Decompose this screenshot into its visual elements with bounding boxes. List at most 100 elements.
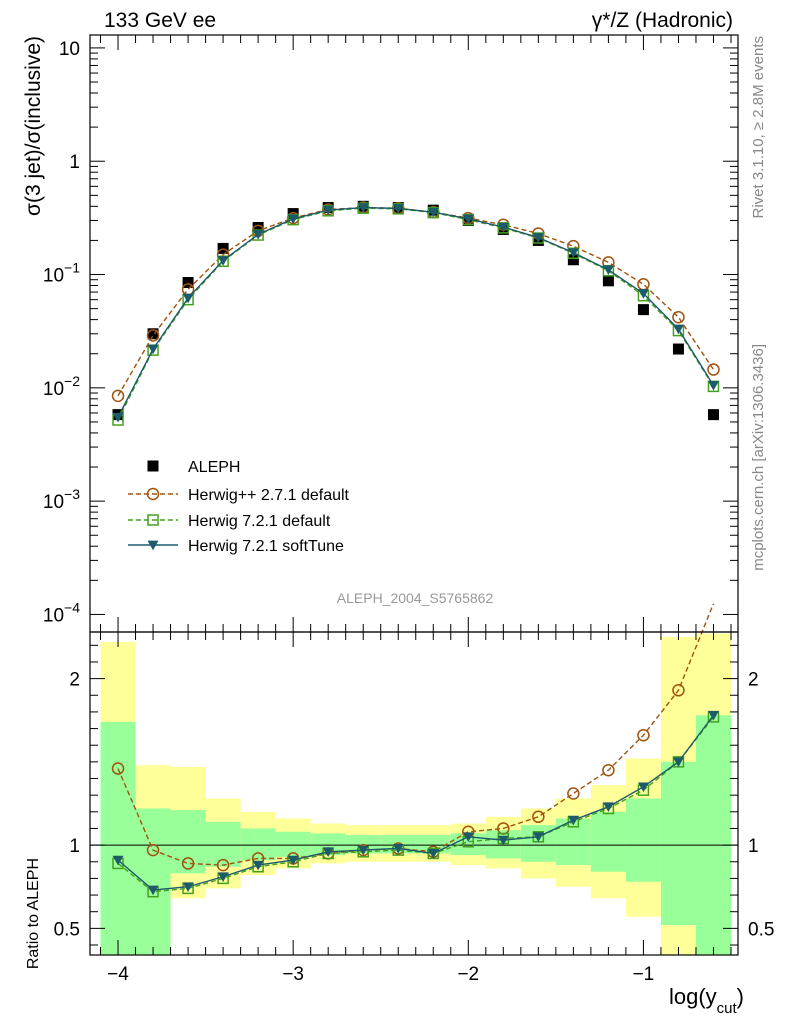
ratio-point-herwigpp xyxy=(602,763,615,777)
ratio-bands xyxy=(90,633,738,955)
main-plot xyxy=(111,200,720,426)
ratio-point-herwig-softtune xyxy=(252,860,264,871)
ratio-point-herwig-softtune xyxy=(322,847,334,857)
ratio-point-herwig-softtune xyxy=(217,872,229,882)
ratio-point-herwigpp xyxy=(146,843,160,857)
legend-marker-herwig-default xyxy=(147,514,159,526)
legend-marker-herwigpp xyxy=(146,487,160,501)
ratio-band-inner xyxy=(695,715,731,955)
main-point-aleph xyxy=(287,208,299,220)
ratio-point-herwig-softtune xyxy=(112,855,124,866)
ratio-point-herwigpp xyxy=(532,810,545,824)
x-tick-label: −3 xyxy=(282,964,304,985)
ratio-band-inner xyxy=(310,833,346,856)
x-tick-label: −1 xyxy=(633,964,655,985)
legend-label-herwigpp: Herwig++ 2.7.1 default xyxy=(188,487,350,504)
main-point-herwig-softtune xyxy=(672,324,684,335)
axes: 10 1 10−1 10−2 10−3 10−4 −4 −3 −2 −1 2 2 1 1 0.5 0.5 xyxy=(43,34,774,985)
main-y-tick-label: 10−2 xyxy=(43,373,80,400)
ratio-point-herwig-softtune xyxy=(147,885,159,896)
ratio-band-inner xyxy=(625,798,661,882)
x-axis-label-main: log(y xyxy=(669,984,717,1009)
ratio-line-herwig-default xyxy=(117,716,715,893)
main-point-herwig-softtune xyxy=(602,265,614,276)
legend-marker-aleph xyxy=(147,460,159,472)
ratio-point-herwig-softtune xyxy=(567,815,579,826)
main-point-aleph xyxy=(602,275,614,287)
ratio-point-herwigpp xyxy=(181,857,195,870)
main-point-herwig-softtune xyxy=(707,381,719,391)
main-point-herwig-softtune xyxy=(637,289,649,299)
ratio-y-tick-label-right: 0.5 xyxy=(748,919,774,940)
main-point-herwig-softtune xyxy=(322,205,334,216)
ratio-point-herwigpp xyxy=(637,728,650,742)
ratio-band-inner xyxy=(660,761,696,926)
ratio-point-herwig-softtune xyxy=(357,845,369,856)
ratio-point-herwig-softtune xyxy=(427,849,439,859)
ratio-point-herwig-softtune xyxy=(637,782,649,793)
ratio-point-herwigpp xyxy=(111,762,125,775)
x-axis-label: log(ycut) xyxy=(669,984,744,1017)
legend-label-herwig-default: Herwig 7.2.1 default xyxy=(188,513,331,530)
ratio-band-inner xyxy=(170,810,206,874)
main-point-herwig-softtune xyxy=(217,256,229,266)
ratio-y-tick-label-left: 1 xyxy=(69,836,80,857)
main-point-herwig-softtune xyxy=(497,222,509,233)
x-axis-label-end: ) xyxy=(737,984,744,1009)
main-y-tick-label: 1 xyxy=(69,152,80,173)
ratio-point-herwig-softtune xyxy=(602,802,614,813)
ratio-point-herwig-softtune xyxy=(287,855,299,866)
main-point-herwig-softtune xyxy=(147,344,159,355)
main-point-herwig-softtune xyxy=(462,214,474,225)
rivet-label: Rivet 3.1.10, ≥ 2.8M events xyxy=(750,36,767,219)
ratio-point-herwig-softtune xyxy=(707,710,719,721)
ratio-line-herwig-softtune xyxy=(117,714,715,891)
legend-label-herwig-softtune: Herwig 7.2.1 softTune xyxy=(188,538,344,555)
main-point-herwigpp xyxy=(637,278,650,291)
ratio-band-inner xyxy=(450,833,486,856)
main-y-tick-label: 10 xyxy=(59,39,80,60)
main-point-herwig-softtune xyxy=(532,233,544,243)
ratio-point-herwig-softtune xyxy=(392,844,404,854)
main-point-herwigpp xyxy=(707,363,720,376)
ratio-band-inner xyxy=(240,828,276,861)
main-point-aleph xyxy=(252,222,264,234)
ratio-frame xyxy=(89,631,739,956)
main-point-herwigpp xyxy=(672,310,685,324)
main-point-herwig-softtune xyxy=(252,230,264,240)
main-y-tick-label: 10−3 xyxy=(43,486,80,513)
main-point-herwig-default xyxy=(532,232,545,244)
ratio-y-tick-label-right: 2 xyxy=(748,670,759,691)
main-point-aleph xyxy=(567,254,579,266)
ratio-point-herwigpp xyxy=(216,858,230,872)
ratio-point-herwig-softtune xyxy=(182,882,194,892)
main-point-herwig-softtune xyxy=(392,204,404,214)
main-point-herwig-softtune xyxy=(567,248,579,258)
ratio-point-herwig-softtune xyxy=(672,757,684,768)
main-point-aleph xyxy=(182,277,194,289)
x-axis-label-sub: cut xyxy=(717,1000,738,1017)
main-y-tick-label: 10−4 xyxy=(43,599,80,626)
ratio-point-herwig-softtune xyxy=(497,835,509,846)
x-tick-label: −2 xyxy=(457,964,479,985)
main-point-aleph xyxy=(147,328,159,340)
analysis-label: ALEPH_2004_S5765862 xyxy=(337,590,494,606)
mcplots-label: mcplots.cern.ch [arXiv:1306.3436] xyxy=(750,344,767,571)
header-right: γ*/Z (Hadronic) xyxy=(592,9,733,32)
main-point-herwigpp xyxy=(146,329,160,342)
main-y-tick-label: 10−1 xyxy=(43,260,80,287)
main-point-herwig-softtune xyxy=(287,214,299,225)
legend-marker-herwig-softtune xyxy=(147,540,159,551)
main-point-herwig-softtune xyxy=(112,412,124,423)
main-point-aleph xyxy=(672,343,684,355)
ratio-point-herwigpp xyxy=(567,787,580,800)
ratio-y-tick-label-left: 2 xyxy=(69,670,80,691)
main-point-aleph xyxy=(707,409,719,421)
ratio-plot xyxy=(111,603,720,898)
main-point-aleph xyxy=(637,304,649,316)
main-point-herwig-softtune xyxy=(182,293,194,304)
main-y-axis-label: σ(3 jet)/σ(inclusive) xyxy=(22,36,45,216)
ratio-band-inner xyxy=(135,808,171,955)
main-point-herwig-softtune xyxy=(427,207,439,218)
